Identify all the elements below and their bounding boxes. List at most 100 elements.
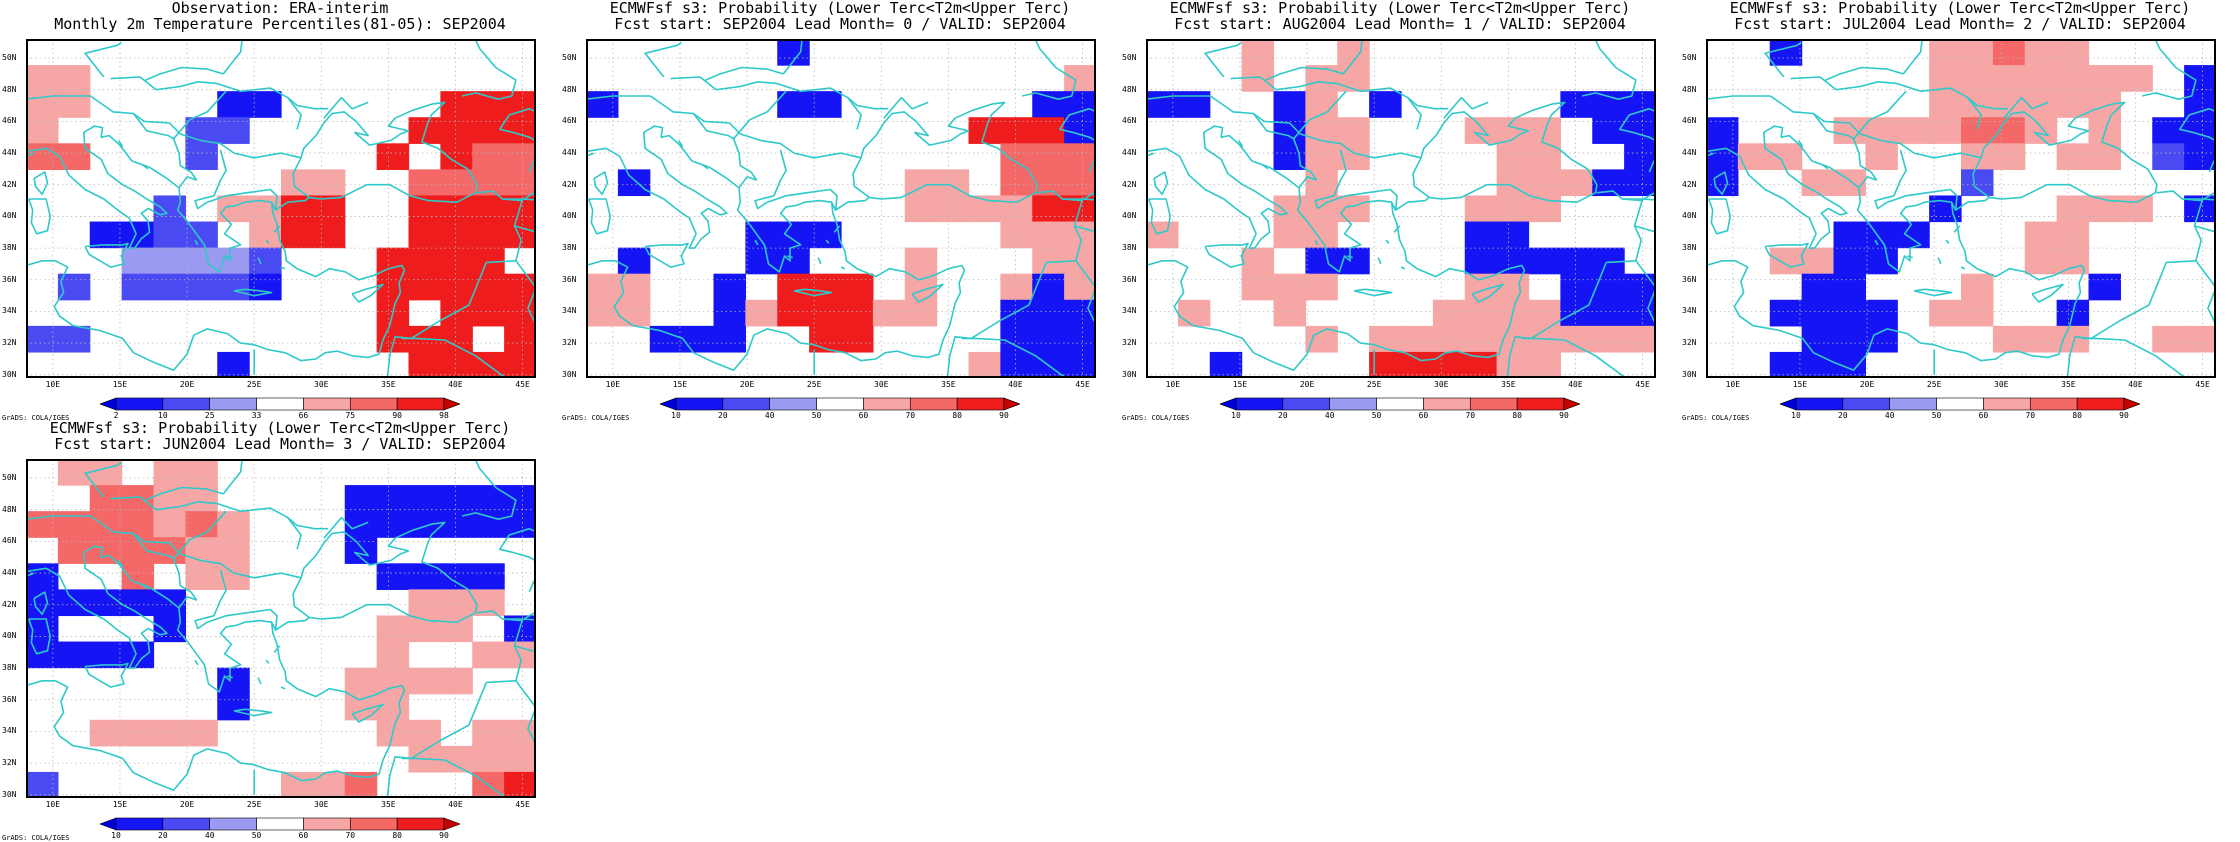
colorbar-label: 50	[811, 411, 822, 420]
lat-label: 50N	[562, 53, 577, 62]
lon-label: 35E	[381, 380, 396, 389]
grid-cell	[2024, 247, 2058, 275]
grid-cell	[57, 325, 91, 353]
grid-cell	[121, 247, 155, 275]
grid-cell	[504, 485, 534, 512]
lon-label: 30E	[874, 380, 889, 389]
grid-cell	[1064, 169, 1094, 197]
lon-label: 15E	[112, 800, 128, 809]
coastline	[1148, 101, 1598, 273]
grid-cell	[2088, 273, 2121, 301]
coastline	[1237, 139, 1244, 148]
grid-cell	[472, 221, 505, 249]
grid-cell	[408, 273, 441, 301]
coastline	[28, 202, 406, 371]
grid-cell	[1833, 247, 1866, 275]
colorbar-segment	[1423, 397, 1471, 411]
lon-label: 45E	[515, 800, 530, 809]
colorbar-segment	[1983, 397, 2031, 411]
map-area	[1706, 39, 2216, 378]
coastline	[1353, 288, 1393, 297]
colorbar-label: 20	[1838, 411, 1848, 420]
grid-cell	[1432, 299, 1466, 327]
coastline	[502, 612, 534, 622]
grid-cell	[504, 511, 534, 538]
grid-cell	[1961, 273, 1994, 301]
grid-cell	[745, 299, 778, 327]
lat-label: 32N	[562, 338, 577, 348]
grid-cell	[57, 511, 91, 538]
lat-label: 44N	[562, 148, 577, 158]
grid-cell	[809, 299, 842, 327]
grid-cell	[1000, 195, 1033, 223]
grid-cell	[281, 169, 314, 197]
grid-cell	[1464, 117, 1498, 144]
lat-label: 48N	[562, 84, 577, 94]
coastline	[117, 139, 124, 148]
coastline	[194, 188, 278, 211]
grid-cell	[1464, 221, 1498, 249]
coastline	[1820, 163, 1829, 170]
lat-label: 40N	[1682, 211, 1697, 221]
coastline	[833, 225, 841, 233]
lon-label: 25E	[1926, 380, 1942, 389]
lat-label: 48N	[1682, 84, 1697, 94]
grid-cell	[2056, 91, 2090, 118]
colorbar-segment	[115, 817, 164, 831]
colorbar-label: 80	[952, 411, 962, 420]
grid-cell	[2088, 65, 2121, 92]
lat-label: 48N	[1122, 84, 1137, 94]
colorbar-segment	[1376, 397, 1424, 411]
coastline	[528, 579, 534, 593]
grid-cell	[472, 65, 505, 92]
lon-label: 10E	[45, 380, 61, 389]
colorbar-segment	[1235, 397, 1284, 411]
grid-cell	[904, 299, 938, 327]
grid-cell	[1496, 143, 1530, 170]
grid-cell	[408, 589, 441, 617]
grid-cell	[1769, 351, 1803, 376]
colorbar-label: 40	[204, 831, 215, 840]
grid-cell	[1496, 221, 1530, 249]
lat-label: 40N	[562, 211, 577, 221]
colorbar-label: 20	[158, 831, 168, 840]
grid-cell	[1273, 91, 1306, 118]
panel-title: ECMWFsf s3: Probability (Lower Terc<T2m<…	[609, 0, 1071, 17]
colorbar-label: 70	[345, 831, 356, 840]
lon-label: 35E	[941, 380, 956, 389]
grid-cell	[408, 169, 441, 197]
coastline	[28, 618, 51, 655]
lat-label: 30N	[2, 369, 17, 379]
grid-cell	[2184, 143, 2214, 170]
coastline	[84, 461, 122, 498]
lat-label: 40N	[1122, 211, 1137, 221]
colorbar-segment	[256, 817, 304, 831]
coastline	[1377, 257, 1382, 265]
coastline	[351, 283, 384, 303]
grid-cell	[1032, 143, 1065, 170]
colorbar-segment	[863, 397, 911, 411]
coastline	[110, 76, 302, 130]
grid-cell	[1833, 273, 1866, 301]
colorbar	[99, 396, 461, 411]
coastline	[1260, 163, 1269, 170]
coastline	[528, 159, 534, 173]
coastline	[2195, 260, 2214, 323]
grid-cell	[376, 143, 410, 170]
grid-cell	[28, 91, 59, 118]
grid-cell	[153, 221, 186, 249]
coastline	[1874, 188, 1958, 211]
colorbar-segment	[956, 397, 1005, 411]
colorbar-segment	[115, 397, 164, 411]
grid-cell	[153, 247, 186, 275]
grid-cell	[904, 247, 938, 275]
coastline	[499, 527, 534, 561]
coastline	[1913, 288, 1953, 297]
grid-cell	[185, 563, 218, 590]
lat-label: 30N	[2, 789, 17, 799]
colorbar-segment	[722, 397, 771, 411]
lat-label: 38N	[562, 243, 577, 253]
grid-cell	[1496, 351, 1530, 376]
colorbar-label: 40	[1884, 411, 1895, 420]
grid-cell	[1464, 247, 1498, 275]
